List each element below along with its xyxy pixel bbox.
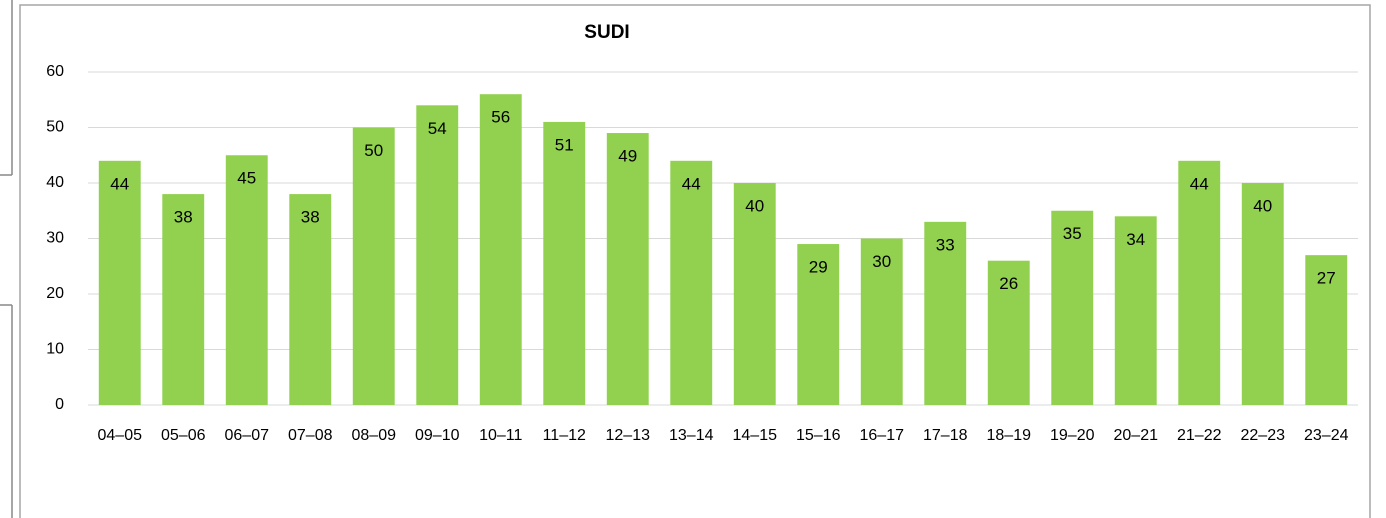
y-tick-label: 10 xyxy=(46,341,64,358)
bar xyxy=(1178,160,1221,405)
value-label: 40 xyxy=(745,196,764,215)
y-tick-label: 30 xyxy=(46,230,64,247)
x-tick-label: 05–06 xyxy=(161,427,206,444)
x-tick-label: 19–20 xyxy=(1050,427,1095,444)
value-label: 51 xyxy=(555,135,574,154)
x-tick-label: 04–05 xyxy=(98,427,143,444)
value-label: 44 xyxy=(1190,174,1209,193)
x-tick-label: 06–07 xyxy=(225,427,270,444)
chart-title: SUDI xyxy=(584,22,629,43)
value-label: 45 xyxy=(237,169,256,188)
bar xyxy=(1051,210,1094,405)
value-label: 38 xyxy=(174,208,193,227)
bar xyxy=(162,194,205,405)
bar xyxy=(606,133,649,406)
bar xyxy=(733,183,776,405)
bar xyxy=(1241,183,1284,405)
x-tick-label: 16–17 xyxy=(860,427,905,444)
bar xyxy=(479,94,522,405)
bar xyxy=(987,260,1030,405)
value-label: 27 xyxy=(1317,269,1336,288)
x-tick-label: 09–10 xyxy=(415,427,460,444)
x-tick-label: 18–19 xyxy=(987,427,1032,444)
value-label: 44 xyxy=(682,174,701,193)
value-label: 54 xyxy=(428,119,447,138)
value-label: 50 xyxy=(364,141,383,160)
y-tick-label: 40 xyxy=(46,174,64,191)
x-tick-label: 17–18 xyxy=(923,427,968,444)
value-label: 44 xyxy=(110,174,129,193)
x-tick-label: 15–16 xyxy=(796,427,841,444)
bar xyxy=(924,221,967,405)
x-tick-label: 12–13 xyxy=(606,427,651,444)
x-tick-label: 14–15 xyxy=(733,427,778,444)
x-tick-label: 07–08 xyxy=(288,427,333,444)
bar xyxy=(1305,255,1348,405)
y-tick-label: 50 xyxy=(46,119,64,136)
bar xyxy=(352,127,395,405)
value-label: 35 xyxy=(1063,224,1082,243)
bar xyxy=(670,160,713,405)
bar xyxy=(98,160,141,405)
x-tick-label: 20–21 xyxy=(1114,427,1159,444)
y-tick-label: 0 xyxy=(55,396,64,413)
value-label: 49 xyxy=(618,147,637,166)
value-label: 33 xyxy=(936,235,955,254)
x-tick-label: 11–12 xyxy=(543,427,586,444)
bar xyxy=(1114,216,1157,405)
x-tick-label: 10–11 xyxy=(479,427,522,444)
value-label: 56 xyxy=(491,108,510,127)
x-tick-label: 22–23 xyxy=(1241,427,1286,444)
y-tick-label: 60 xyxy=(46,63,64,80)
value-label: 40 xyxy=(1253,196,1272,215)
y-tick-label: 20 xyxy=(46,285,64,302)
bar xyxy=(225,155,268,405)
x-tick-label: 08–09 xyxy=(352,427,397,444)
value-label: 29 xyxy=(809,258,828,277)
bar xyxy=(860,238,903,405)
x-tick-label: 23–24 xyxy=(1304,427,1349,444)
bar xyxy=(543,121,586,405)
value-label: 34 xyxy=(1126,230,1145,249)
bar xyxy=(416,105,459,406)
x-tick-label: 13–14 xyxy=(669,427,714,444)
x-tick-label: 21–22 xyxy=(1177,427,1222,444)
bar xyxy=(289,194,332,405)
value-label: 38 xyxy=(301,208,320,227)
value-label: 26 xyxy=(999,274,1018,293)
value-label: 30 xyxy=(872,252,891,271)
bar xyxy=(797,244,840,405)
